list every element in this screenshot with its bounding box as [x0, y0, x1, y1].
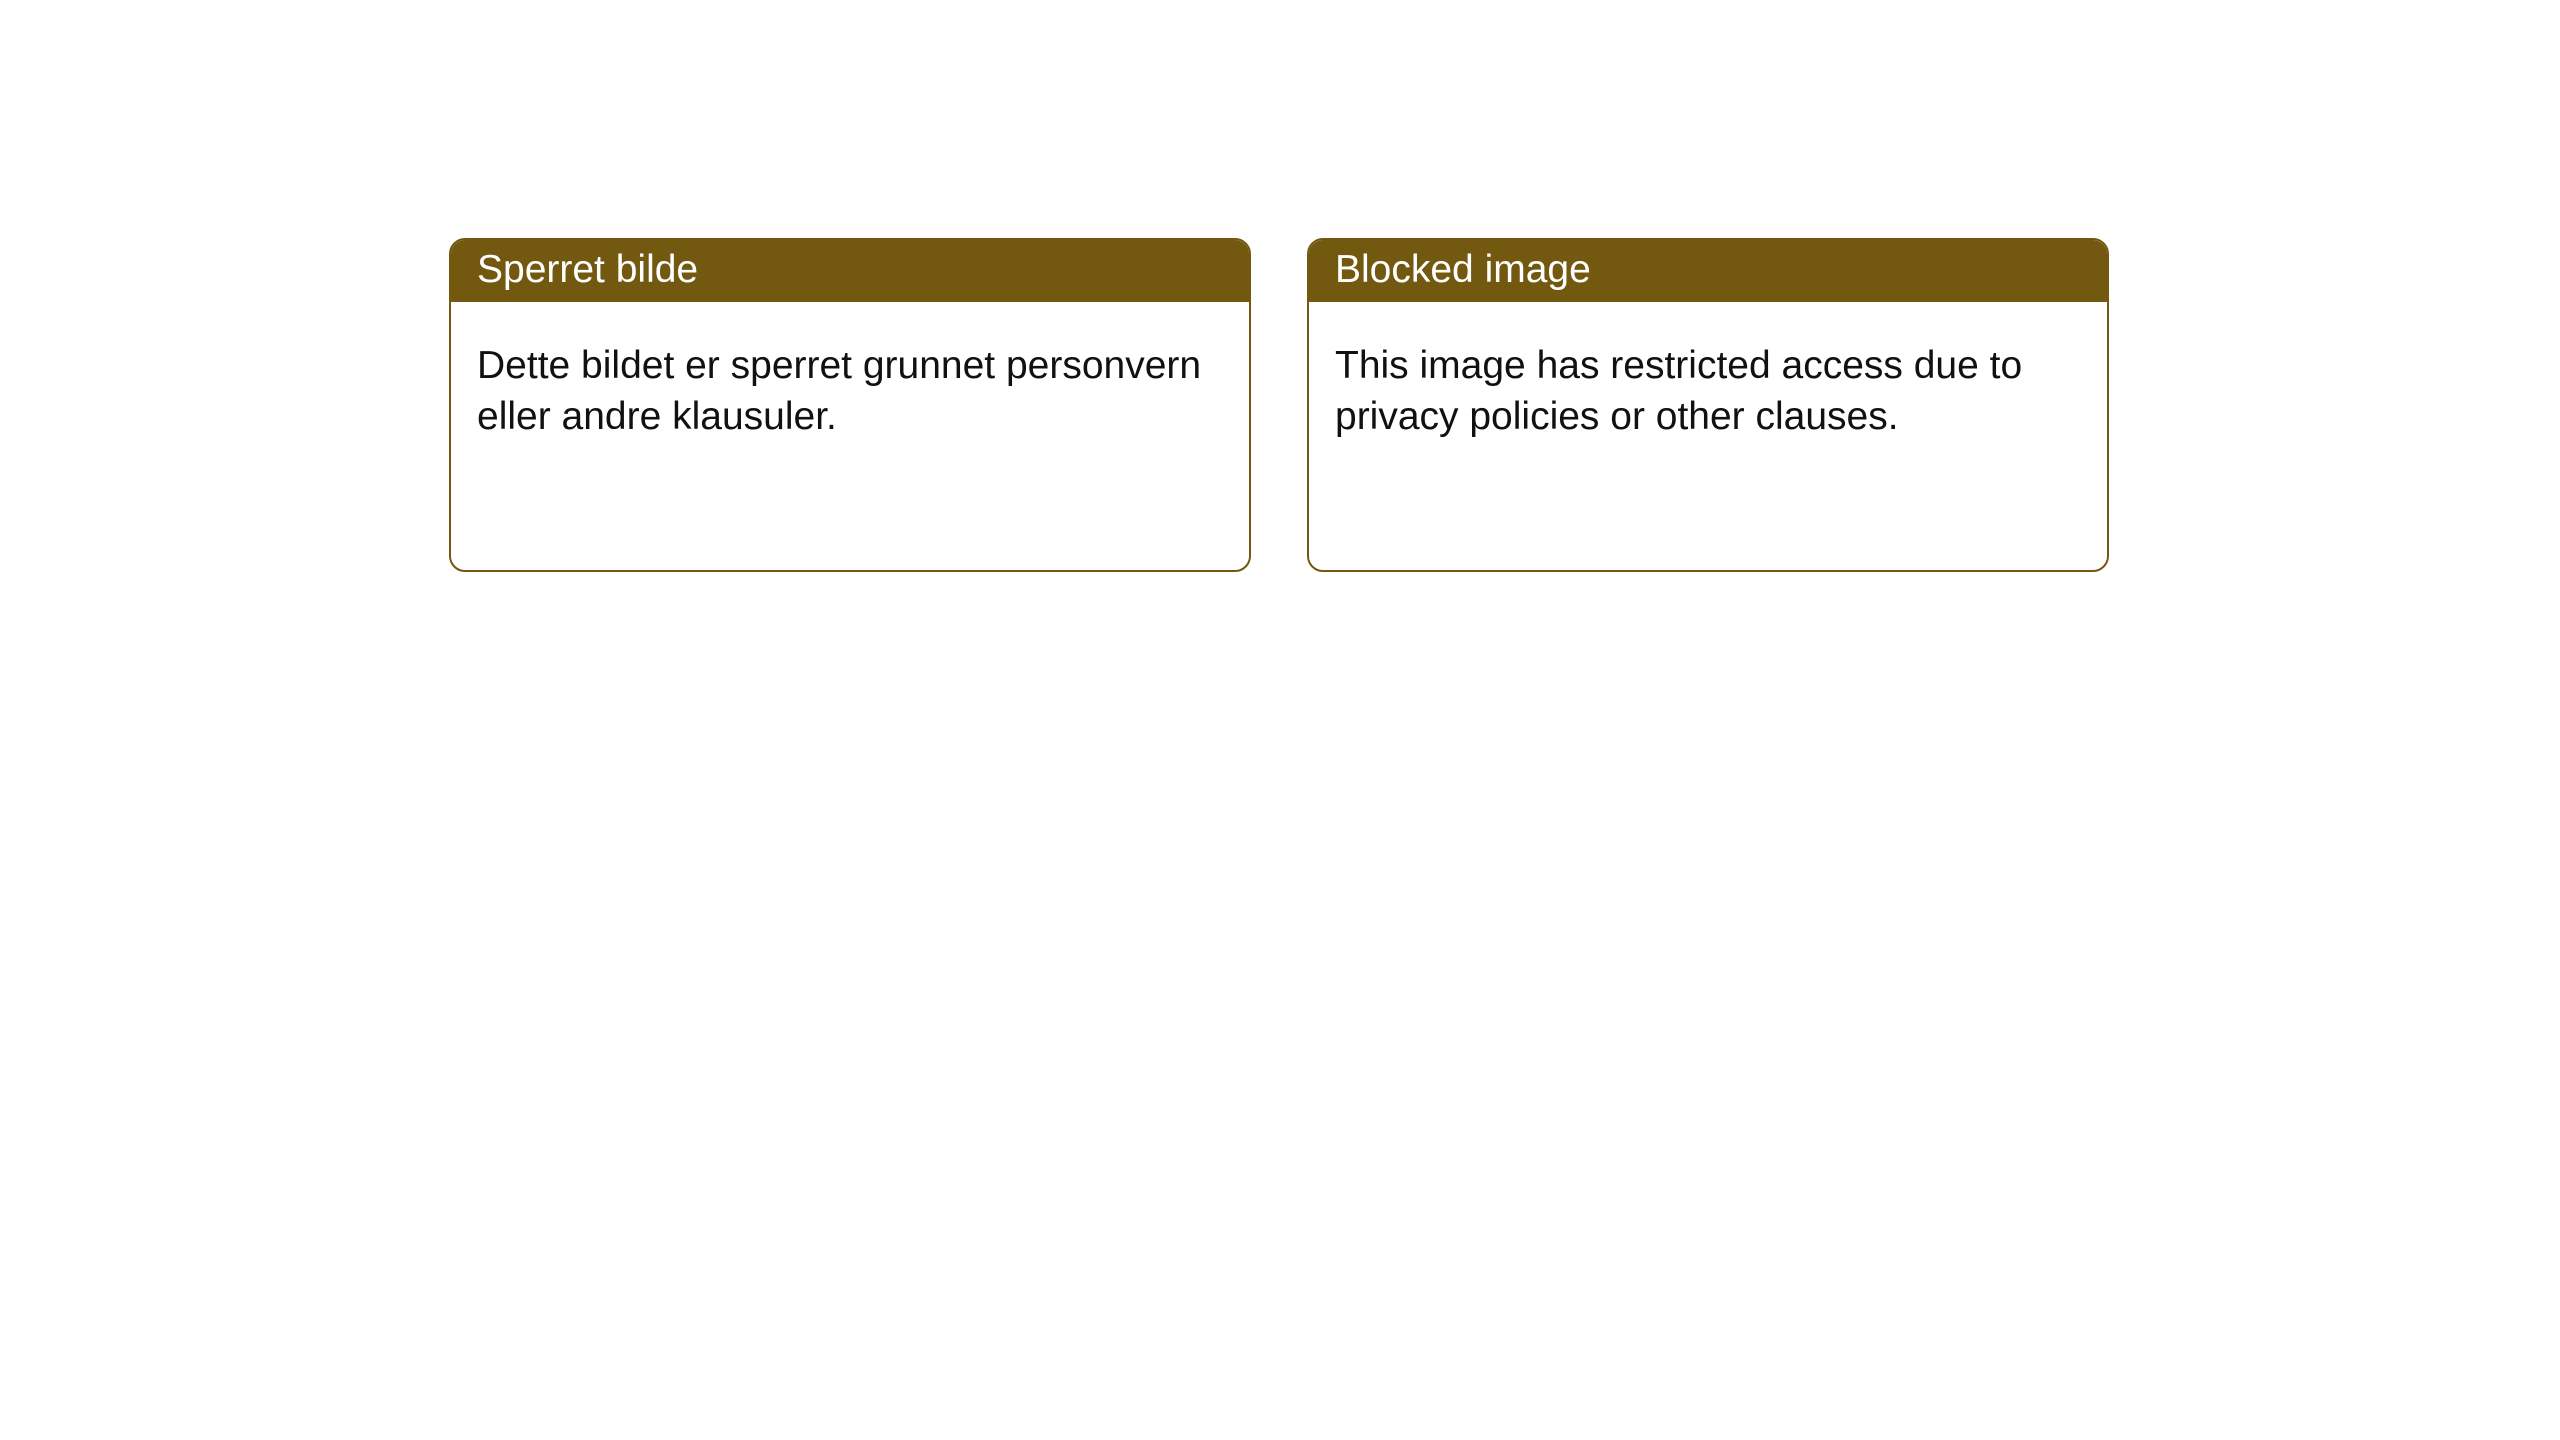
notice-container: Sperret bilde Dette bildet er sperret gr…: [0, 0, 2560, 572]
notice-card-no: Sperret bilde Dette bildet er sperret gr…: [449, 238, 1251, 572]
notice-title: Sperret bilde: [477, 248, 698, 291]
notice-card-body: Dette bildet er sperret grunnet personve…: [451, 302, 1249, 469]
notice-card-header: Sperret bilde: [451, 240, 1249, 302]
notice-card-body: This image has restricted access due to …: [1309, 302, 2107, 469]
notice-card-header: Blocked image: [1309, 240, 2107, 302]
notice-card-en: Blocked image This image has restricted …: [1307, 238, 2109, 572]
notice-body-text: Dette bildet er sperret grunnet personve…: [477, 344, 1201, 438]
notice-body-text: This image has restricted access due to …: [1335, 344, 2022, 438]
notice-title: Blocked image: [1335, 248, 1591, 291]
